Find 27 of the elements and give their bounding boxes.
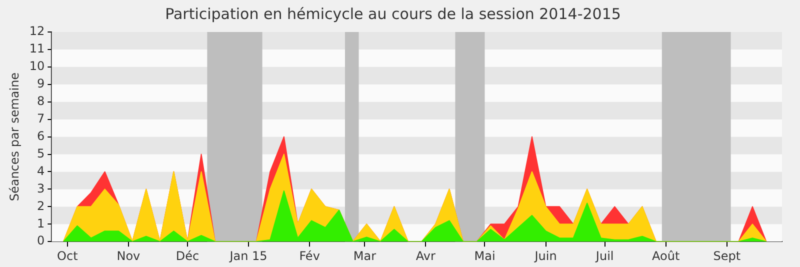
x-tick-label: Déc <box>176 248 200 263</box>
x-tick-label: Juin <box>534 248 557 263</box>
y-tick-label: 3 <box>37 181 45 196</box>
y-tick-label: 12 <box>29 24 45 38</box>
x-tick-label: Mar <box>353 248 376 263</box>
x-tick-label: Oct <box>57 248 78 263</box>
x-tick-label: Nov <box>116 248 140 263</box>
x-tick-label: Août <box>652 248 680 263</box>
x-tick-label: Juil <box>594 248 614 263</box>
x-tick-label: Avr <box>416 248 436 263</box>
x-tick-label: Fév <box>299 248 320 263</box>
y-tick-label: 10 <box>29 59 45 74</box>
y-tick-label: 2 <box>37 198 45 213</box>
y-tick-label: 0 <box>37 234 45 248</box>
y-tick-label: 8 <box>37 94 45 108</box>
x-tick-label: Mai <box>474 248 496 263</box>
y-axis-title: Séances par semaine <box>7 72 22 202</box>
y-tick-label: 6 <box>37 128 45 143</box>
y-tick-label: 4 <box>37 164 45 178</box>
x-tick-label: Sept <box>713 248 741 263</box>
y-tick-label: 5 <box>37 146 45 160</box>
y-tick-label: 7 <box>37 111 45 126</box>
x-tick-label: Jan 15 <box>228 248 268 263</box>
y-tick-label: 11 <box>29 42 45 56</box>
y-tick-label: 9 <box>37 76 45 91</box>
y-tick-label: 1 <box>37 216 45 230</box>
chart-title: Participation en hémicycle au cours de la session 2014-2015 <box>165 4 621 23</box>
